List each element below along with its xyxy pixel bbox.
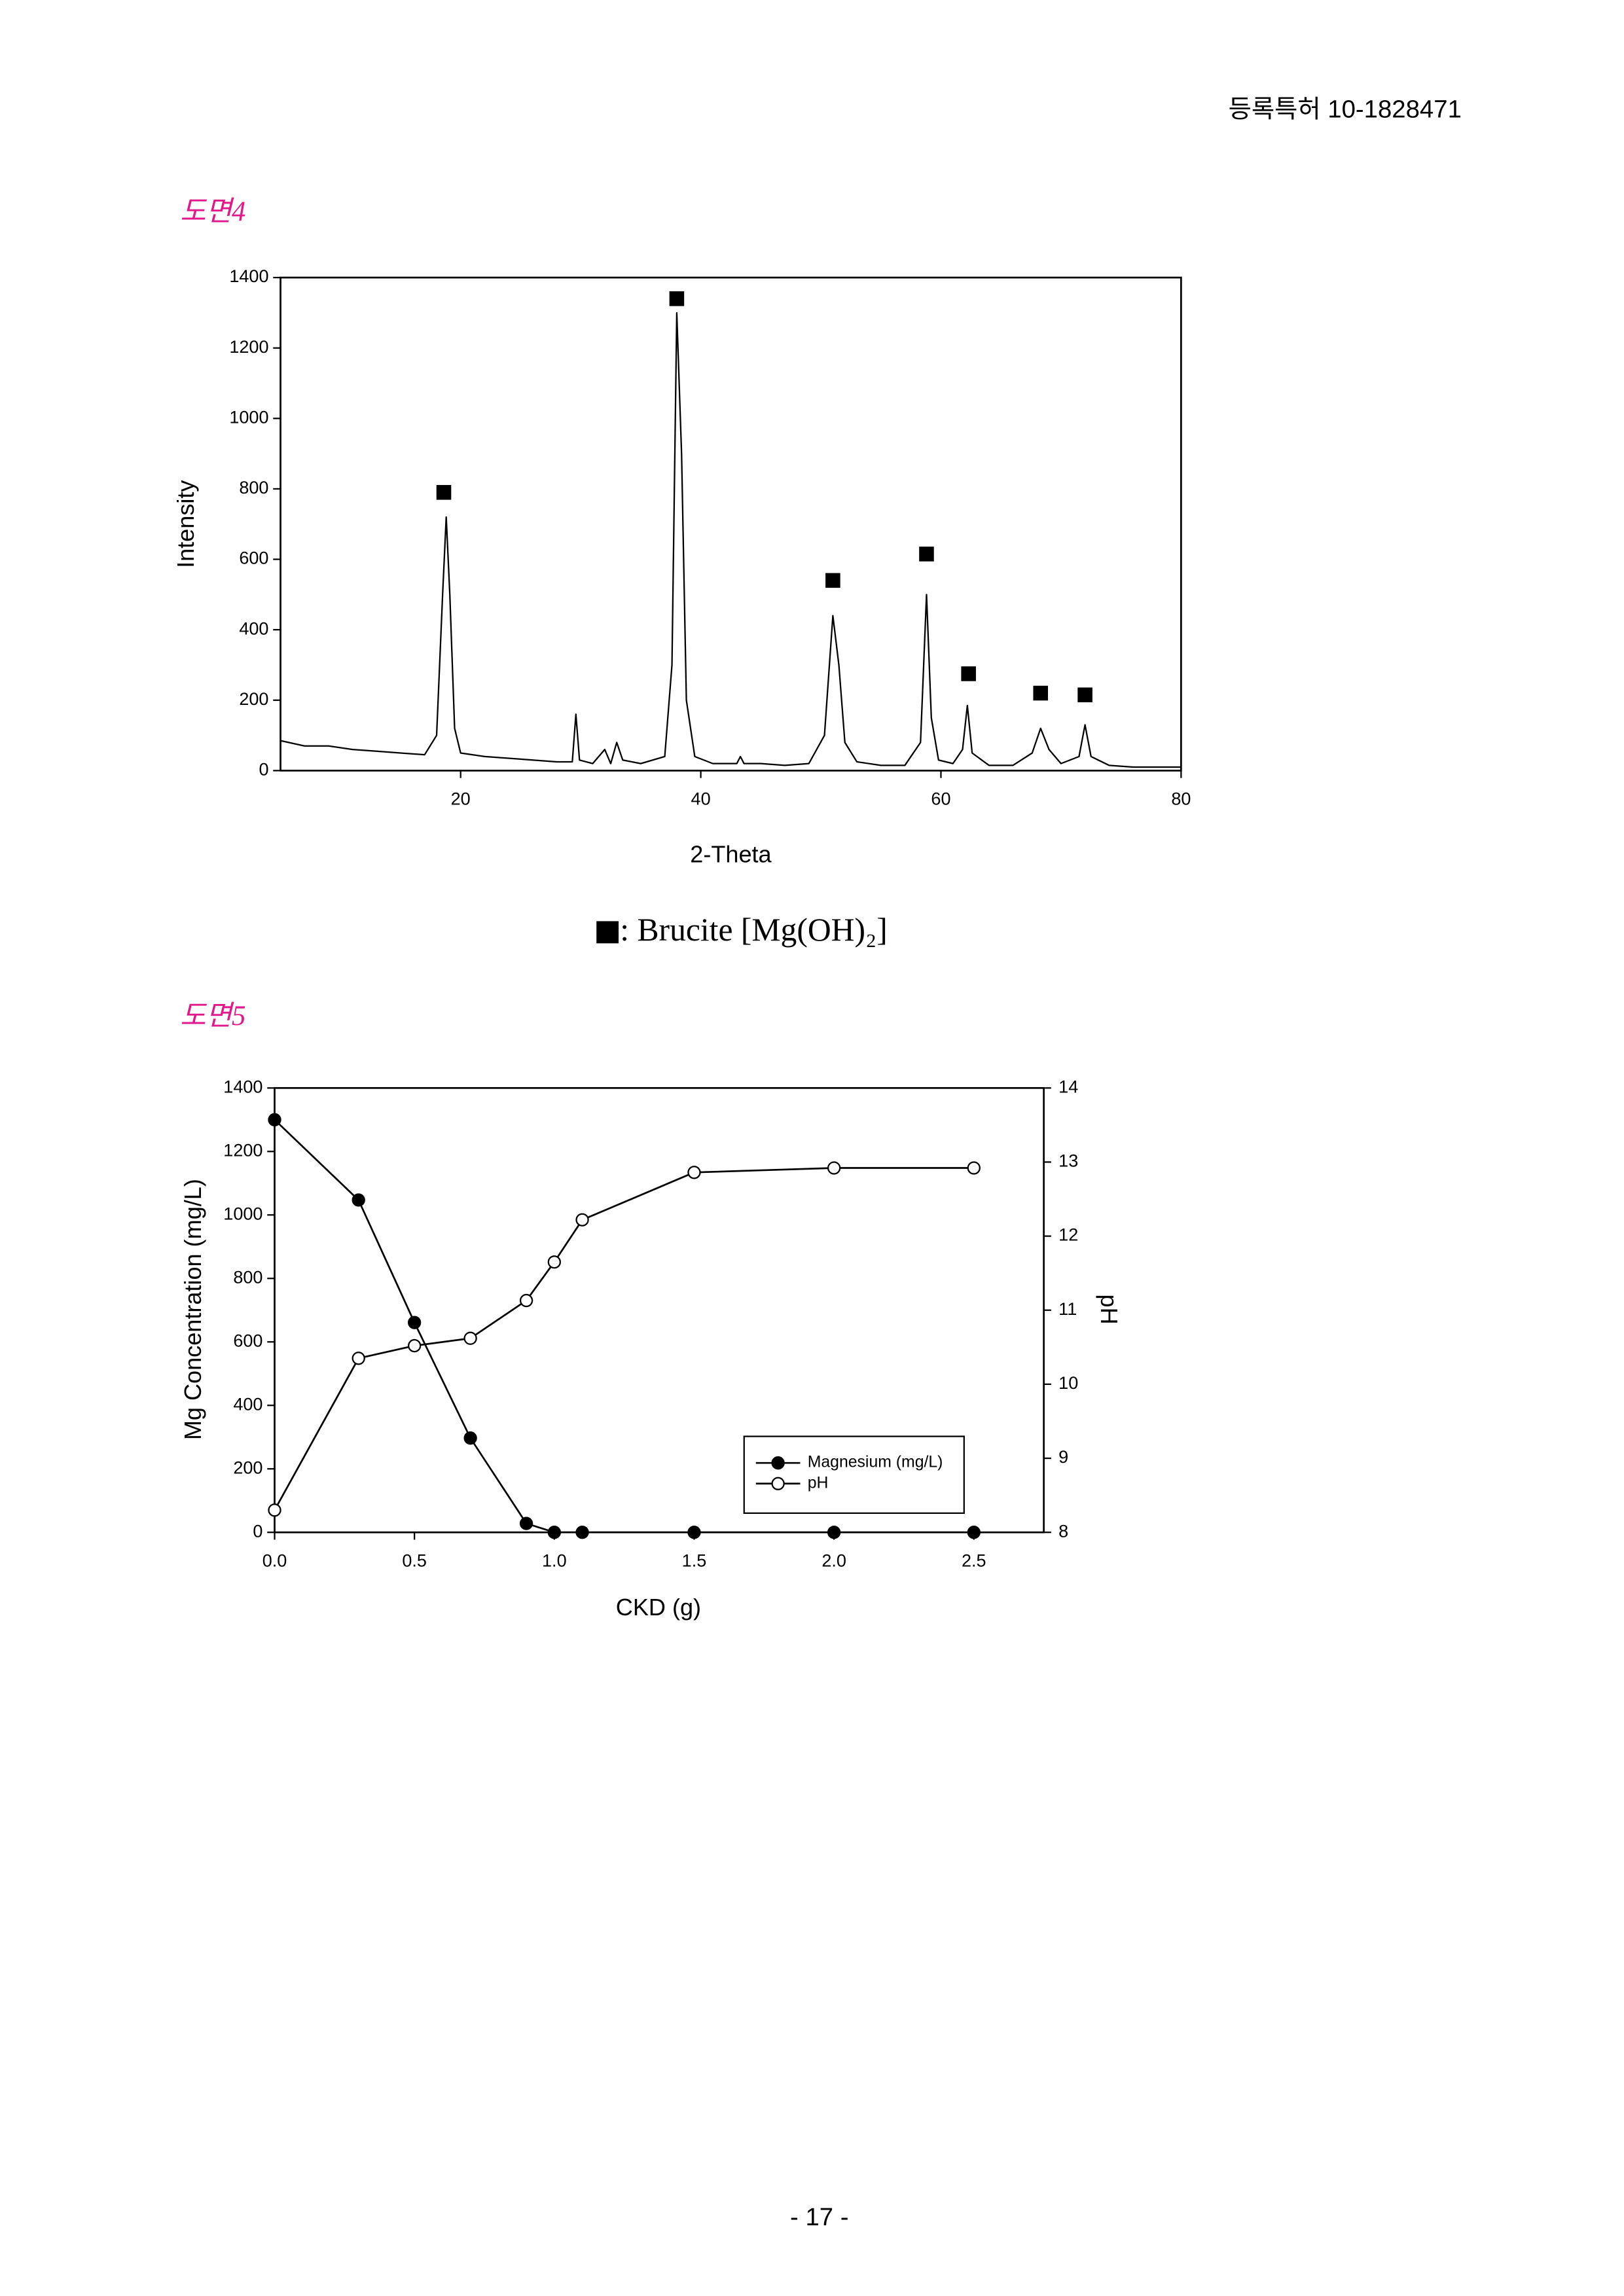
y-tick-label: 600 — [233, 1331, 262, 1350]
data-line — [274, 1119, 974, 1534]
y-tick-label: 1400 — [223, 1077, 262, 1096]
y-tick-label: 1200 — [223, 1140, 262, 1160]
y-tick-label: 0 — [253, 1521, 262, 1541]
data-point — [408, 1338, 422, 1353]
x-axis-label: 2-Theta — [690, 841, 772, 868]
y-tick-label: 1200 — [229, 337, 268, 357]
data-point — [268, 1113, 281, 1126]
data-point — [519, 1516, 533, 1530]
legend-box — [743, 1435, 965, 1515]
y2-tick-label: 12 — [1058, 1225, 1078, 1245]
peak-marker — [919, 547, 934, 562]
legend-symbol — [596, 921, 619, 944]
x-axis-label: CKD (g) — [616, 1594, 701, 1621]
figure-label: 도면4 — [180, 196, 245, 227]
x-tick-label: 0.0 — [262, 1551, 287, 1570]
y-tick-label: 800 — [233, 1267, 262, 1287]
y-tick-label: 400 — [239, 619, 268, 638]
data-point — [408, 1316, 422, 1329]
x-tick-label: 60 — [931, 789, 950, 809]
peak-marker — [1077, 687, 1092, 702]
header: 등록특허 10-1828471 — [1229, 95, 1462, 123]
y-tick-label: 200 — [233, 1458, 262, 1477]
plot-frame — [280, 276, 1182, 772]
y2-tick-label: 9 — [1058, 1447, 1068, 1467]
y2-tick-label: 8 — [1058, 1521, 1068, 1541]
data-point — [352, 1193, 365, 1207]
y-tick-label: 1000 — [229, 407, 268, 427]
x-tick-label: 1.0 — [542, 1551, 567, 1570]
y2-axis-label: pH — [1096, 1295, 1123, 1325]
data-point — [268, 1503, 281, 1517]
data-point — [575, 1526, 589, 1539]
page-number: - 17 - — [790, 2203, 848, 2231]
legend-symbol — [771, 1477, 785, 1490]
data-point — [827, 1526, 841, 1539]
x-tick-label: 20 — [451, 789, 471, 809]
y-axis-label: Mg Concentration (mg/L) — [179, 1179, 206, 1440]
legend-label: : Brucite [Mg(OH)₂] — [620, 912, 888, 948]
peak-marker — [825, 573, 840, 588]
data-point — [519, 1293, 533, 1308]
data-point — [687, 1166, 701, 1179]
y-axis-label: Intensity — [172, 480, 199, 568]
y-tick-label: 0 — [259, 760, 268, 780]
y2-tick-label: 14 — [1058, 1077, 1078, 1096]
data-point — [463, 1331, 477, 1345]
x-tick-label: 80 — [1171, 789, 1191, 809]
data-point — [575, 1213, 589, 1227]
figure-label: 도면5 — [180, 1001, 245, 1031]
peak-marker — [1033, 685, 1049, 701]
legend-label: Magnesium (mg/L) — [808, 1454, 943, 1471]
legend-symbol — [771, 1456, 785, 1470]
data-point — [547, 1255, 561, 1269]
y-tick-label: 200 — [239, 689, 268, 709]
peak-marker — [436, 485, 452, 500]
y-tick-label: 600 — [239, 548, 268, 568]
peak-marker — [961, 666, 976, 681]
x-tick-label: 2.0 — [821, 1551, 846, 1570]
peak-marker — [669, 291, 685, 306]
data-line — [280, 312, 1182, 768]
x-tick-label: 2.5 — [962, 1551, 986, 1570]
y-tick-label: 1000 — [223, 1204, 262, 1223]
y-tick-label: 1400 — [229, 266, 268, 286]
legend-label: pH — [808, 1474, 829, 1492]
x-tick-label: 0.5 — [402, 1551, 427, 1570]
data-point — [463, 1431, 477, 1445]
data-point — [967, 1526, 981, 1539]
y-tick-label: 800 — [239, 478, 268, 497]
data-point — [827, 1161, 841, 1175]
x-tick-label: 1.5 — [682, 1551, 707, 1570]
y2-tick-label: 10 — [1058, 1373, 1078, 1393]
y2-tick-label: 11 — [1058, 1299, 1077, 1319]
data-point — [687, 1526, 701, 1539]
data-point — [547, 1526, 561, 1539]
data-point — [967, 1161, 981, 1175]
y2-tick-label: 13 — [1058, 1151, 1078, 1171]
data-point — [352, 1352, 365, 1365]
data-line — [274, 1167, 974, 1511]
x-tick-label: 40 — [691, 789, 711, 809]
y-tick-label: 400 — [233, 1394, 262, 1414]
